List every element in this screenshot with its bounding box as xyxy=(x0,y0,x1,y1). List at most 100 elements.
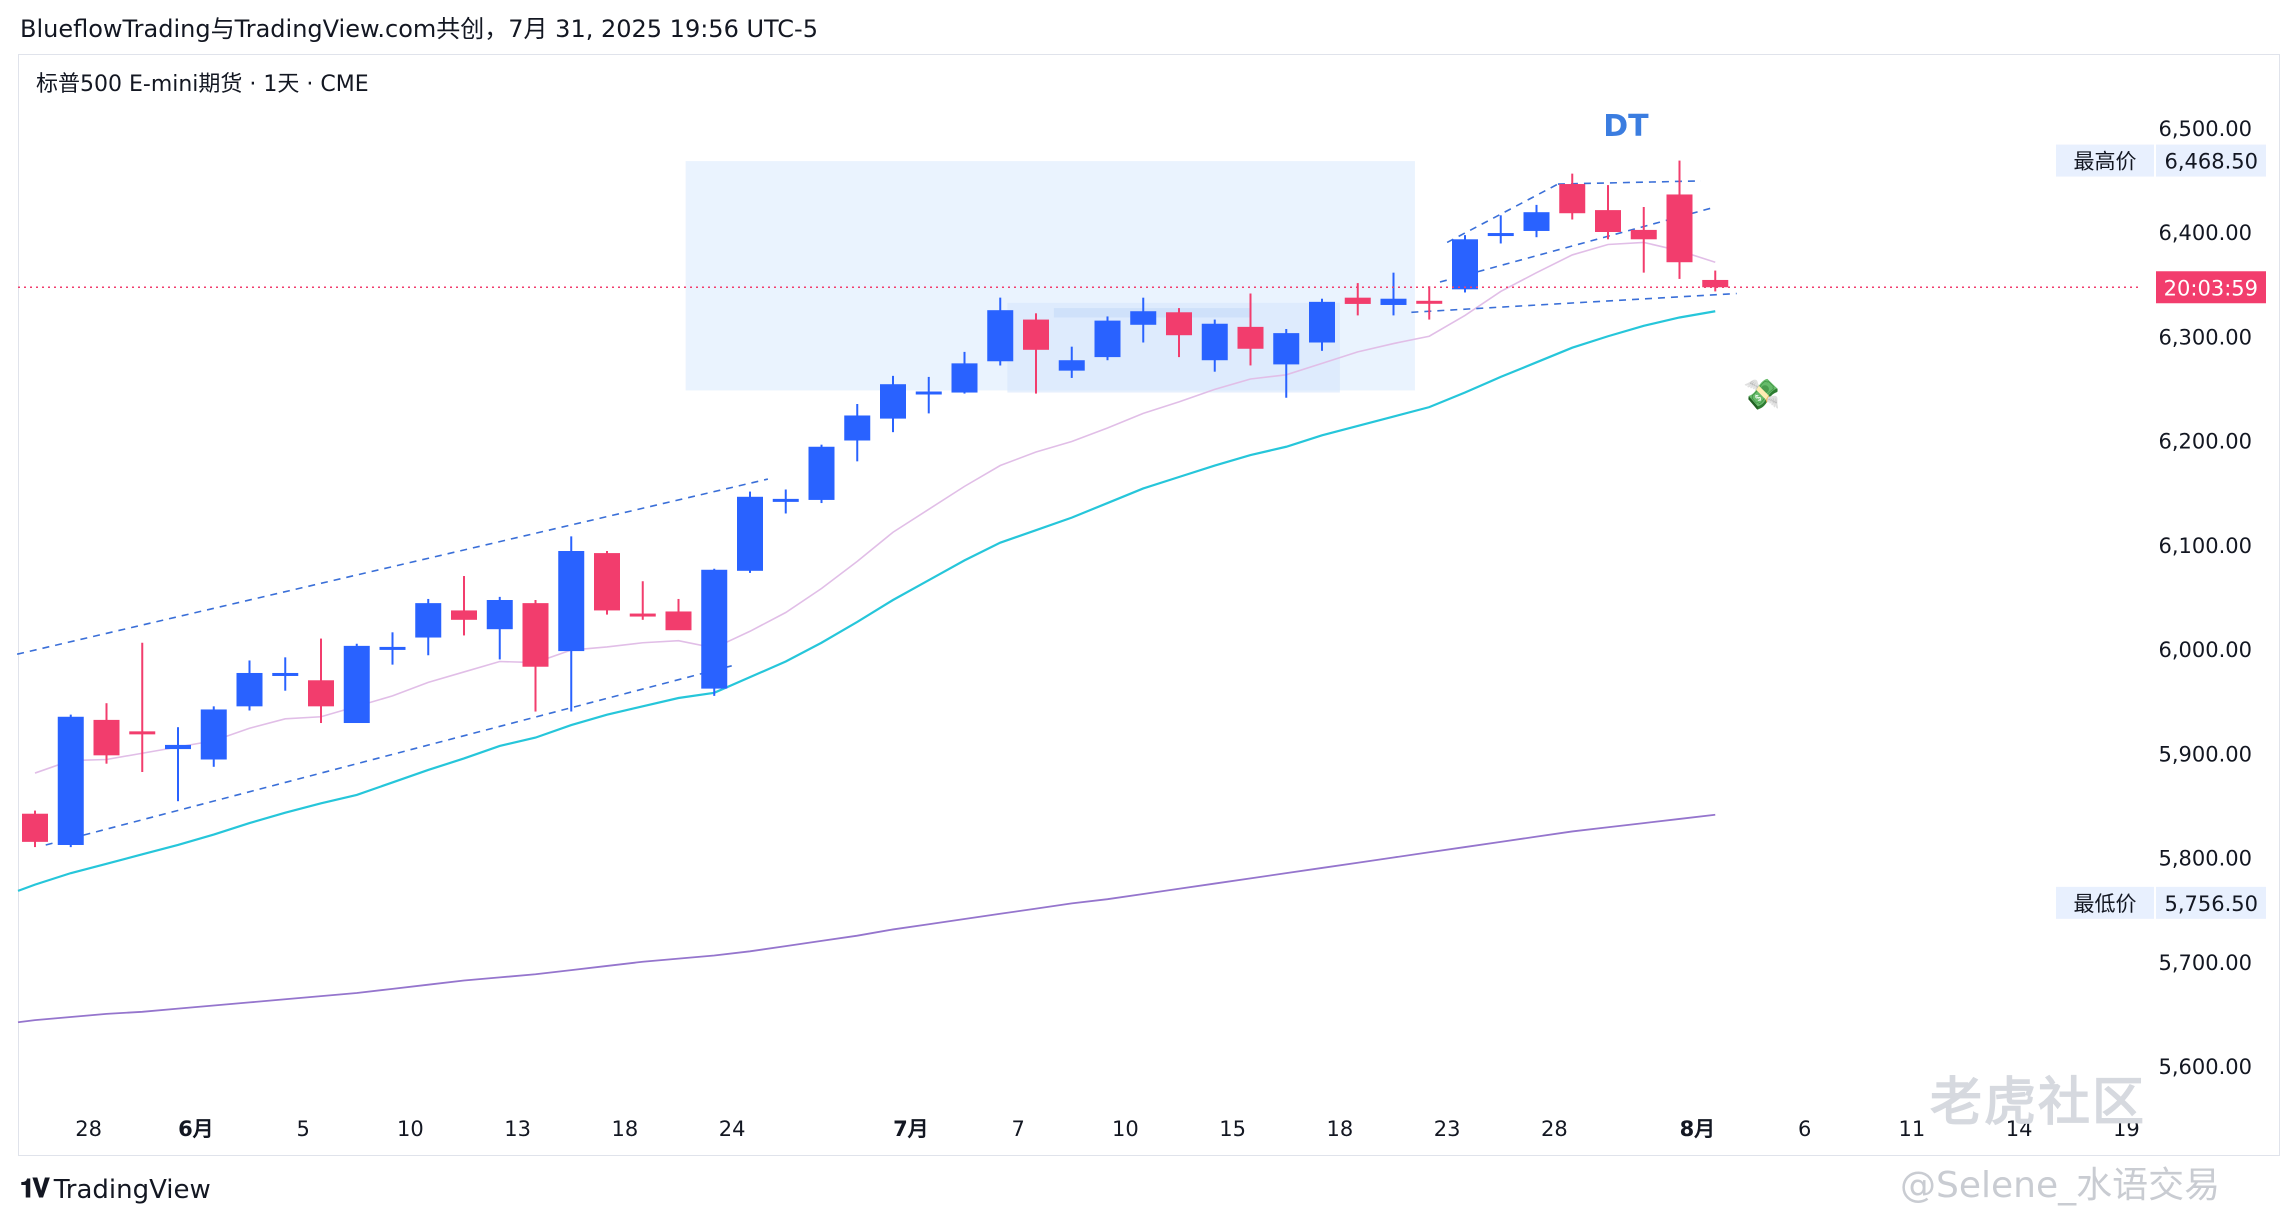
candle-body xyxy=(343,645,370,724)
candle-body xyxy=(451,610,477,620)
candle[interactable] xyxy=(522,600,549,712)
x-tick-label: 6 xyxy=(1798,1117,1811,1141)
candle[interactable] xyxy=(1666,160,1693,279)
countdown-value-bg xyxy=(2156,271,2266,304)
candle[interactable] xyxy=(1201,319,1228,372)
candle[interactable] xyxy=(808,444,835,504)
ema-mid-line xyxy=(17,310,1716,892)
candles xyxy=(22,160,1729,848)
candle[interactable] xyxy=(1702,270,1729,292)
candle[interactable] xyxy=(165,727,191,802)
candle-body xyxy=(1487,233,1514,237)
candle[interactable] xyxy=(308,638,334,724)
candle[interactable] xyxy=(93,703,120,764)
candle[interactable] xyxy=(1559,173,1586,220)
candle[interactable] xyxy=(1058,346,1085,378)
candle[interactable] xyxy=(1273,328,1300,398)
candle-body xyxy=(1344,297,1371,304)
y-tick-label: 5,800.00 xyxy=(2158,847,2252,871)
candle[interactable] xyxy=(1237,293,1264,366)
candle[interactable] xyxy=(629,581,656,620)
candle[interactable] xyxy=(1309,298,1335,351)
candle-body xyxy=(1166,312,1192,336)
candle[interactable] xyxy=(1380,272,1407,316)
candle[interactable] xyxy=(57,714,84,848)
money-icon[interactable]: 💸 xyxy=(1743,377,1780,412)
chart-source-header: BlueflowTrading与TradingView.com共创，7月 31,… xyxy=(20,15,818,43)
candle[interactable] xyxy=(272,657,299,691)
low-price-value: 5,756.50 xyxy=(2164,892,2258,916)
candle[interactable] xyxy=(22,810,48,848)
candle[interactable] xyxy=(558,536,585,712)
low-price-label-bg xyxy=(2056,886,2154,919)
candle-body xyxy=(272,672,299,676)
candle[interactable] xyxy=(701,568,728,696)
x-tick-label: 19 xyxy=(2113,1117,2140,1141)
candle[interactable] xyxy=(772,489,799,514)
candle[interactable] xyxy=(915,376,942,414)
candle[interactable] xyxy=(844,404,871,462)
trend-line-2 xyxy=(45,664,733,846)
x-tick-label: 18 xyxy=(1327,1117,1354,1141)
candle[interactable] xyxy=(1130,297,1157,343)
candle[interactable] xyxy=(1023,313,1049,394)
y-tick-label: 6,400.00 xyxy=(2158,221,2252,245)
candle[interactable] xyxy=(343,643,370,724)
candle[interactable] xyxy=(200,706,227,767)
candle[interactable] xyxy=(129,642,156,773)
candle-body xyxy=(236,672,263,707)
low-price-value-bg xyxy=(2156,886,2266,919)
price-axis: 6,500.00 6,400.00 6,300.00 6,200.00 6,100.00… xyxy=(2158,117,2252,1079)
candle-body xyxy=(1416,300,1443,304)
candle[interactable] xyxy=(1416,286,1443,320)
candle[interactable] xyxy=(236,660,263,711)
candle[interactable] xyxy=(1166,308,1192,358)
candle-body xyxy=(951,363,978,393)
candle[interactable] xyxy=(1523,204,1550,238)
candle[interactable] xyxy=(1344,283,1371,316)
candle-body xyxy=(486,600,513,630)
candle-body xyxy=(200,709,227,760)
y-tick-label: 5,900.00 xyxy=(2158,742,2252,766)
candle-body xyxy=(308,680,334,707)
candle[interactable] xyxy=(486,596,513,660)
candle-body xyxy=(129,731,156,735)
x-tick-label: 14 xyxy=(2006,1117,2033,1141)
candle-body xyxy=(1309,301,1335,343)
candle-body xyxy=(558,551,585,652)
tradingview-logo[interactable]: 𝟏𝐕 TradingView xyxy=(20,1174,211,1205)
candle-body xyxy=(629,613,656,617)
x-tick-label: 23 xyxy=(1434,1117,1461,1141)
candle-body xyxy=(1702,279,1729,288)
candle[interactable] xyxy=(880,375,906,433)
candle-body xyxy=(665,611,692,631)
candle[interactable] xyxy=(1630,206,1657,273)
candle[interactable] xyxy=(737,491,763,573)
high-price-value: 6,468.50 xyxy=(2164,150,2258,174)
candle-body xyxy=(522,603,549,667)
chart-title: 标普500 E-mini期货 · 1天 · CME xyxy=(36,72,369,97)
candle[interactable] xyxy=(665,598,692,631)
candle[interactable] xyxy=(987,297,1014,366)
candle[interactable] xyxy=(451,576,477,636)
watermark-logo-text: 老虎社区 xyxy=(1930,1073,2147,1133)
candle[interactable] xyxy=(1452,235,1478,293)
candle[interactable] xyxy=(415,598,442,656)
candle[interactable] xyxy=(951,351,978,394)
candle[interactable] xyxy=(1487,215,1514,244)
candle[interactable] xyxy=(594,551,620,615)
candle[interactable] xyxy=(1094,316,1121,361)
pattern-label: DT xyxy=(1603,109,1649,144)
candle-body xyxy=(1630,229,1657,240)
candle[interactable] xyxy=(1595,185,1621,240)
candle[interactable] xyxy=(379,632,406,665)
countdown-value: 20:03:59 xyxy=(2164,276,2258,300)
y-tick-label: 5,600.00 xyxy=(2158,1055,2252,1079)
chart-annotations: DT 最高价 6,468.50 最低价 5,756.50 20:03:59 💸 xyxy=(18,109,2266,919)
candle-body xyxy=(915,391,942,395)
candle-body xyxy=(93,719,120,756)
y-tick-label: 5,700.00 xyxy=(2158,951,2252,975)
candle-body xyxy=(1023,319,1049,350)
candle-body xyxy=(57,716,84,845)
